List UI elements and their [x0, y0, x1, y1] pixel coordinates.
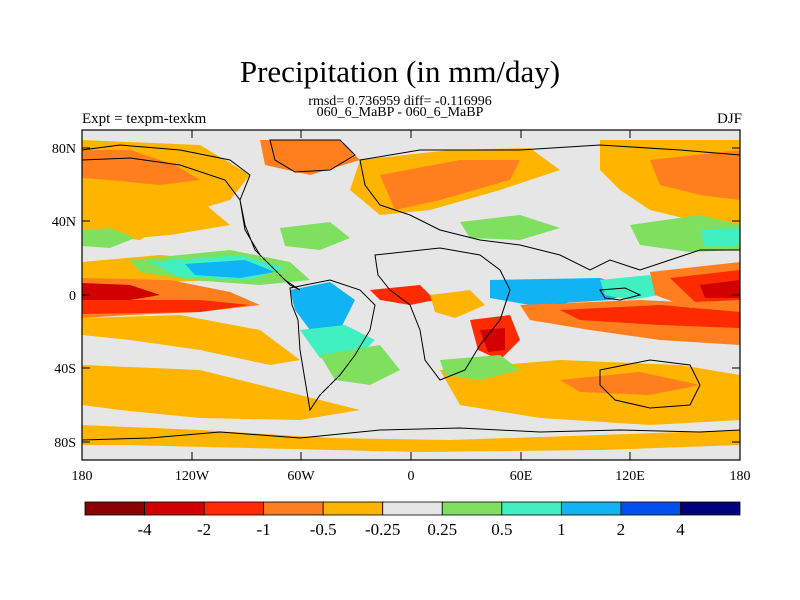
colorbar-swatch [382, 501, 443, 516]
precip-itcz-blue [185, 260, 275, 278]
coast-eurasia [359, 144, 740, 271]
stats-line: rmsd= 0.736959 diff= -0.116996 [308, 94, 492, 109]
x-tick-120e: 120E [615, 469, 645, 484]
colorbar-label: -1 [257, 520, 271, 539]
coast-greenland [269, 139, 356, 173]
colorbar-label: 0.25 [427, 520, 457, 539]
precip-band-indian-south-red [560, 305, 740, 328]
colorbar-swatch [501, 501, 562, 516]
colorbar-swatch [322, 501, 384, 516]
precip-patch-green-2 [280, 222, 350, 250]
precip-patch-africa-darkred [480, 328, 505, 352]
precip-patch-africa-orange [430, 290, 485, 318]
precip-band-south-red-east [560, 372, 700, 395]
x-axis [81, 130, 741, 460]
precip-patch-green-1 [82, 228, 135, 248]
precip-band-south-orange [82, 365, 360, 420]
colorbar-label: 0.5 [491, 520, 512, 539]
precip-patch-siberia-red [650, 150, 740, 200]
colorbar-label: -4 [137, 520, 152, 539]
coast-south-america [289, 279, 376, 412]
y-tick-40n: 40N [52, 215, 76, 230]
experiment-label: Expt = texpm-texkm [82, 111, 207, 127]
colorbar-label: 4 [676, 520, 685, 539]
colorbar-label: -2 [197, 520, 211, 539]
precip-patch-brazil-red [370, 285, 435, 305]
x-tick-180w: 180 [72, 469, 93, 484]
y-tick-0: 0 [69, 289, 76, 304]
precip-patch-green-3 [460, 215, 560, 240]
precip-patch-antarctic-orange [82, 425, 740, 452]
y-axis [82, 147, 740, 443]
coast-antarctica [82, 427, 740, 460]
precip-band-eq-red2-west [82, 300, 250, 314]
colorbar-swatch [203, 501, 265, 516]
x-tick-0: 0 [408, 469, 415, 484]
colorbar-label: 1 [557, 520, 566, 539]
precip-patch-euro-red [380, 160, 520, 210]
precip-patch-south-green [440, 355, 520, 380]
colorbar-swatch [620, 501, 681, 516]
precip-patch-indonesia-cyan [600, 275, 660, 300]
y-tick-80n: 80N [52, 142, 76, 157]
precip-samerica-blue [290, 282, 355, 330]
x-tick-120w: 120W [175, 469, 210, 484]
colorbar-label: -0.5 [310, 520, 337, 539]
precip-patch-wpac-darkred [700, 280, 740, 298]
precip-band-south-orange-east [440, 360, 740, 425]
colorbar-swatch [84, 501, 145, 516]
colorbar: -4 -2 -1 -0.5 -0.25 0.25 0.5 1 2 4 [84, 501, 741, 539]
season-label: DJF [716, 111, 742, 127]
precip-patch-north-pacific [82, 190, 230, 240]
x-tick-180e: 180 [730, 469, 751, 484]
colorbar-swatch [263, 501, 324, 516]
colorbar-label: 2 [617, 520, 626, 539]
coast-australia [599, 359, 701, 409]
run-line: 060_6_MaBP - 060_6_MaBP [316, 105, 484, 120]
precip-band-eq-darkred-west [82, 283, 160, 302]
coast-africa [374, 247, 511, 381]
colorbar-swatch [441, 501, 503, 516]
y-tick-40s: 40S [54, 362, 76, 377]
map-title: Precipitation (in mm/day) [239, 54, 561, 89]
y-tick-80s: 80S [54, 436, 76, 451]
precip-band-south-pacific [82, 315, 300, 365]
colorbar-swatch [560, 501, 622, 516]
x-tick-60w: 60W [287, 469, 315, 484]
colorbar-label: -0.25 [365, 520, 400, 539]
coastlines [82, 139, 740, 460]
precip-patch-cyan-4 [700, 228, 740, 245]
x-tick-60e: 60E [510, 469, 533, 484]
coast-indonesia [599, 287, 642, 301]
colorbar-swatch [680, 501, 741, 516]
precip-field [82, 130, 740, 460]
colorbar-swatch [144, 501, 205, 516]
